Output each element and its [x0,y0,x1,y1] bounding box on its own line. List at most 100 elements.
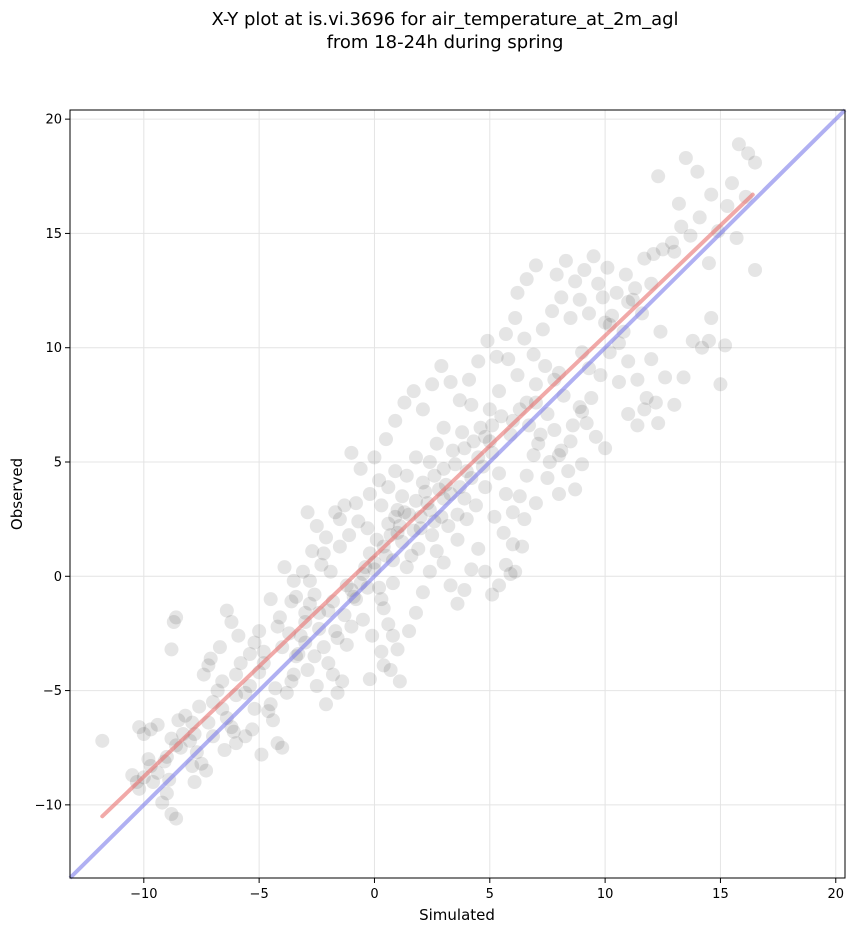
data-point [247,635,262,650]
data-point [256,644,271,659]
data-point [372,580,387,595]
data-point [558,253,573,268]
data-point [415,475,430,490]
data-point [438,477,453,492]
data-point [242,679,257,693]
data-point [344,619,359,634]
data-point [538,359,553,373]
data-point [648,395,663,410]
data-point [685,333,700,348]
data-point [457,441,472,456]
data-point [528,377,543,392]
data-point [593,368,608,383]
data-point [489,349,504,364]
data-point [201,658,216,673]
x-tick-label: 10 [597,887,614,902]
data-point [362,487,377,501]
y-tick-label: −10 [35,798,62,813]
data-point [330,631,345,645]
data-point [575,457,590,472]
data-point [554,443,569,458]
data-point [171,713,186,728]
data-point [247,701,262,716]
grid-lines [70,110,845,878]
data-point [535,322,550,337]
data-point [388,413,403,428]
data-point [277,560,292,575]
data-point [485,418,500,433]
data-point [233,656,248,671]
data-point [286,573,301,588]
data-point [609,285,624,300]
data-points [95,137,763,826]
data-point [385,576,400,591]
data-point [141,752,156,767]
data-point [196,667,211,682]
identity-line [68,108,847,880]
data-point [448,457,463,472]
data-point [390,642,405,657]
data-point [429,436,444,451]
data-point [402,624,417,639]
data-point [372,473,387,488]
data-point [690,164,705,179]
data-point [362,672,377,687]
data-point [674,219,689,234]
data-point [471,541,486,556]
data-point [245,722,260,737]
data-point [300,663,315,677]
data-point [510,368,525,383]
data-point [355,612,370,627]
data-point [443,375,458,389]
data-point [459,512,474,527]
data-point [388,509,403,524]
data-point [360,521,375,536]
data-point [300,505,315,520]
data-point [441,519,456,533]
data-point [302,573,317,588]
data-point [547,423,562,437]
data-point [408,450,423,465]
data-point [455,425,470,440]
data-point [408,493,423,508]
data-point [457,583,472,597]
data-point [501,352,516,367]
data-point [374,644,389,659]
data-point [367,450,382,465]
data-point [385,628,400,643]
data-point [429,544,444,559]
data-point [729,231,744,245]
data-point [651,169,666,184]
data-point [284,594,299,609]
data-point [577,263,592,277]
data-point [268,681,283,696]
data-point [646,247,661,261]
data-point [487,509,502,524]
data-point [639,391,654,405]
data-point [418,484,433,499]
data-point [155,795,170,810]
data-point [95,733,110,748]
data-point [351,514,366,529]
y-tick-label: 20 [45,113,62,128]
x-tick-label: −10 [130,887,157,902]
data-point [473,420,488,435]
data-point [588,429,603,444]
data-point [450,507,465,522]
data-point [671,196,686,211]
data-point [436,420,451,435]
data-point [598,441,613,456]
data-point [618,267,633,282]
data-point [381,516,396,531]
data-point [422,564,437,579]
data-point [598,315,613,330]
data-point [478,480,493,495]
data-point [212,640,227,655]
data-point [425,377,440,392]
data-point [692,210,707,225]
data-point [480,333,495,348]
data-point [383,663,398,677]
y-axis-label: Observed [8,458,26,530]
data-point [468,498,483,513]
y-tick-label: −5 [43,684,62,699]
